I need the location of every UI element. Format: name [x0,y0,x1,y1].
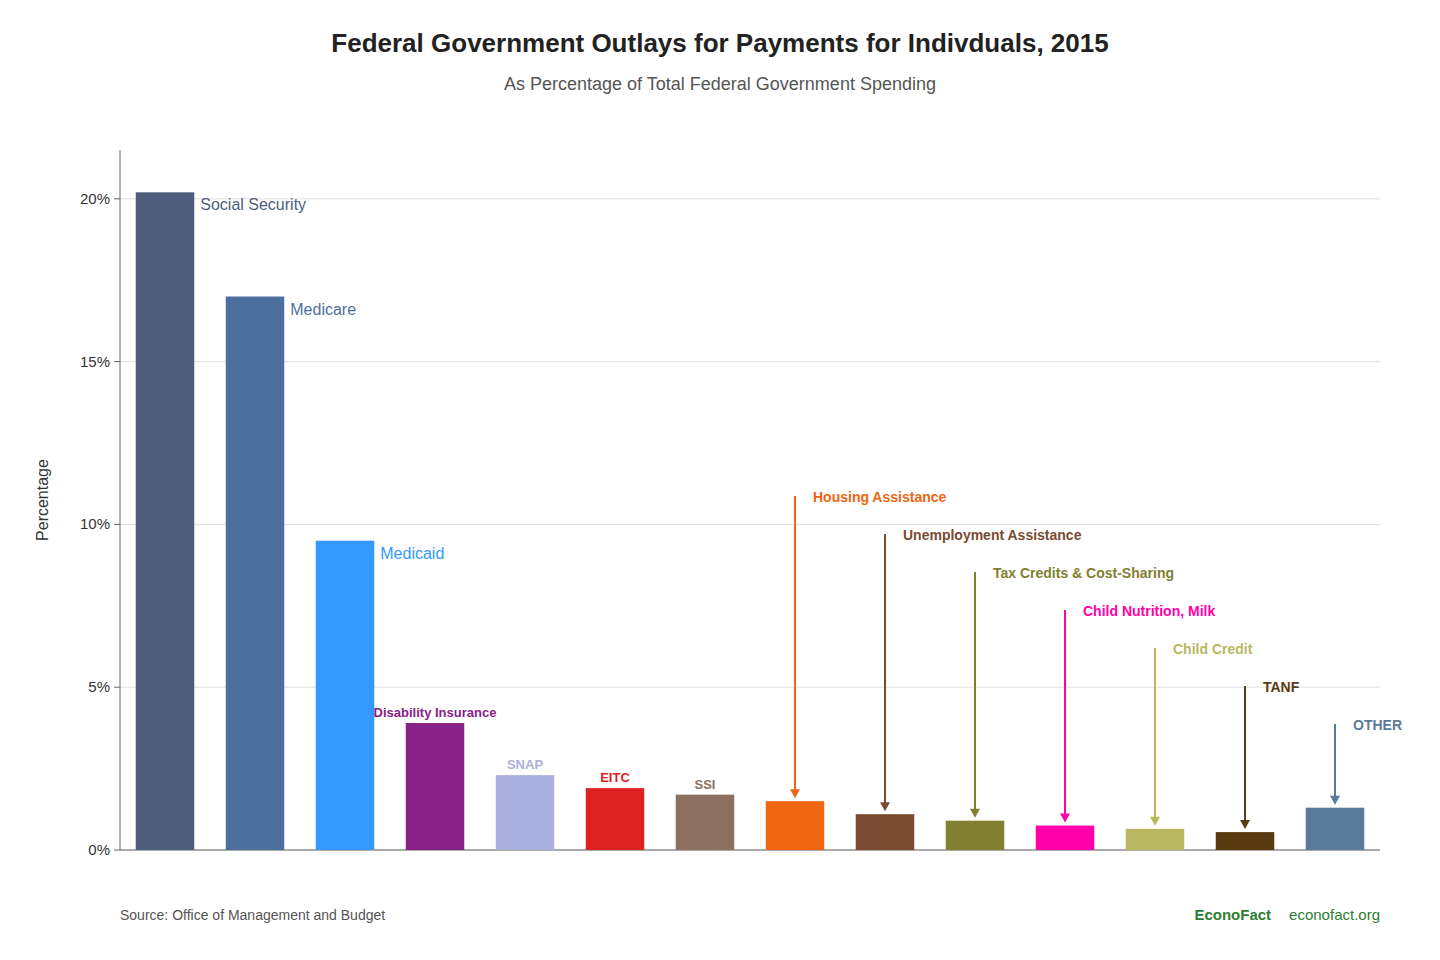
leader-arrowhead [880,802,890,811]
bar-label: Child Credit [1173,641,1253,657]
leader-line [1154,648,1156,818]
source-note: Source: Office of Management and Budget [120,907,385,923]
chart: Federal Government Outlays for Payments … [0,0,1440,960]
tick-mark [114,361,120,362]
grid-line [120,850,1380,851]
bar-label: Child Nutrition, Milk [1083,603,1215,619]
tick-label: 10% [80,515,110,532]
leader-line [974,572,976,810]
grid-line [120,524,1380,525]
tick-label: 5% [88,678,110,695]
y-axis-line [120,150,121,850]
bar [1216,832,1275,850]
watermark: econofact.org [1289,906,1380,923]
bar [1126,829,1185,850]
bar-label: SNAP [507,757,543,772]
bar-label: Social Security [200,196,306,213]
tick-mark [114,198,120,199]
leader-line [1244,686,1246,821]
bar [136,192,195,850]
bar [946,821,1005,850]
tick-label: 20% [80,190,110,207]
leader-arrowhead [1150,817,1160,826]
bar-label: Housing Assistance [813,489,947,505]
bar [1036,826,1095,850]
bar [766,801,825,850]
leader-line [1334,724,1336,797]
leader-arrowhead [970,809,980,818]
leader-arrowhead [1330,796,1340,805]
bars [136,192,1365,850]
grid-line [120,361,1380,362]
leader-arrows [790,496,1340,829]
leader-line [884,534,886,803]
bar-label: SSI [695,777,716,792]
subtitle: As Percentage of Total Federal Governmen… [504,74,936,94]
bar-label: Unemployment Assistance [903,527,1082,543]
bar [496,775,555,850]
grid-line [120,198,1380,199]
bar [856,814,915,850]
bar [316,541,375,850]
tick-mark [114,850,120,851]
grid-line [120,687,1380,688]
bar-labels: Social Security Medicare Medicaid Disabilit… [200,196,1402,791]
leader-arrowhead [1240,820,1250,829]
tick-label: 0% [88,841,110,858]
title: Federal Government Outlays for Payments … [331,28,1108,58]
bar [406,723,465,850]
bar [586,788,645,850]
bar [1306,808,1365,850]
watermark: EconoFact [1194,906,1271,923]
bar [226,297,285,850]
bar-label: Medicare [290,301,356,318]
leader-arrowhead [1060,814,1070,823]
leader-arrowhead [790,789,800,798]
y-axis-label: Percentage [34,459,51,541]
x-axis-line [120,850,1380,851]
leader-line [1064,610,1066,815]
bar [676,795,735,850]
bar-label: Tax Credits & Cost-Sharing [993,565,1174,581]
tick-mark [114,687,120,688]
leader-line [794,496,796,790]
bar-label: TANF [1263,679,1300,695]
bar-label: OTHER [1353,717,1402,733]
tick-mark [114,524,120,525]
bar-label: EITC [600,770,630,785]
bar-label: Disability Insurance [374,705,497,720]
bar-label: Medicaid [380,545,444,562]
tick-label: 15% [80,353,110,370]
grid [114,199,1380,850]
